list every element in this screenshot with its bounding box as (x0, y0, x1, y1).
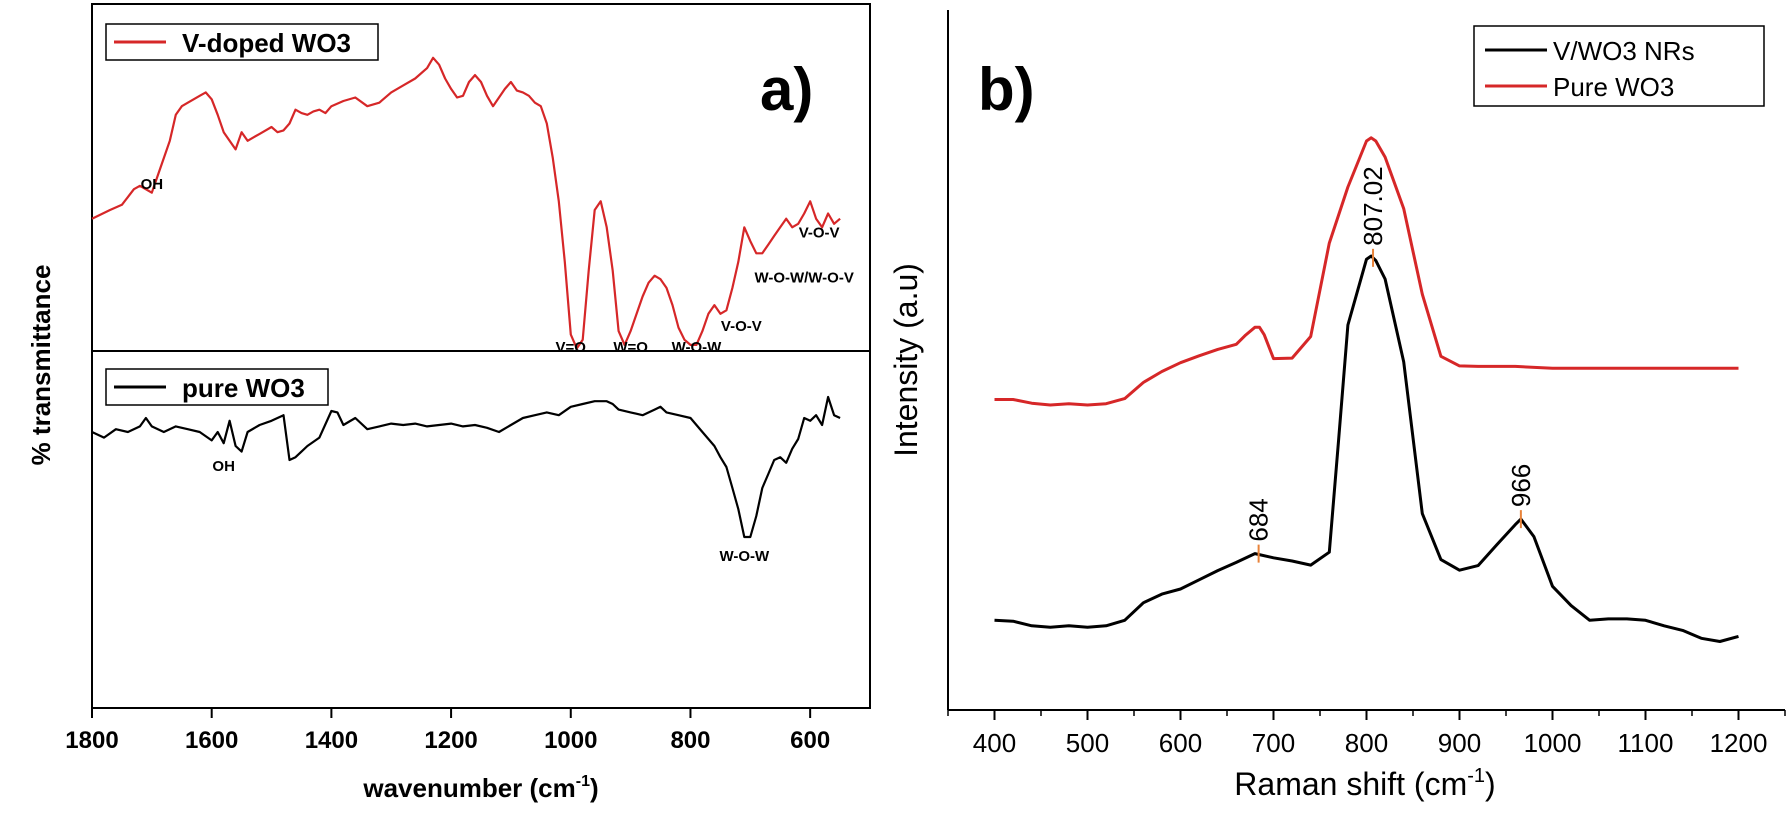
x-tick-label: 600 (1159, 728, 1202, 758)
series-line-top (91, 56, 841, 350)
panel-b-legend: V/WO3 NRs Pure WO3 (1473, 25, 1765, 107)
peak-annotation: V=O (556, 339, 587, 356)
series-line-bottom (91, 395, 841, 539)
panel-b-y-axis-label: Intensity (a.u) (888, 263, 924, 457)
peak-annotation: W=O (613, 339, 648, 356)
panel-b-peak-labels: 684 807.02 966 (1244, 166, 1536, 563)
panel-a-plot-frame (91, 3, 871, 709)
peak-annotation: V-O-V (799, 225, 840, 242)
panel-a-x-ticks: 1800 1600 1400 1200 1000 800 600 (65, 708, 830, 754)
peak-annotation: V-O-V (721, 318, 762, 335)
panel-a-legend-bottom: pure WO3 (105, 368, 329, 406)
x-tick-label: 700 (1252, 728, 1295, 758)
x-tick-label: 1000 (1524, 728, 1582, 758)
panel-b-chart: 400 500 600 700 800 900 1000 1100 1200 684 807.02… (888, 10, 1786, 802)
legend-label-pure-wo3: pure WO3 (182, 373, 305, 403)
series-line-1 (994, 136, 1739, 407)
panel-a-label: a) (760, 56, 813, 123)
x-tick-label: 1600 (185, 727, 238, 754)
peak-annotation: W-O-W (719, 548, 770, 565)
panel-a-x-axis-label: wavenumber (cm-1) (362, 773, 598, 803)
legend-label-pure-wo3: Pure WO3 (1553, 72, 1674, 102)
panel-b-plot-area (994, 136, 1739, 643)
x-tick-label: 1800 (65, 727, 118, 754)
x-tick-label: 1200 (424, 727, 477, 754)
x-tick-label: 800 (1345, 728, 1388, 758)
x-tick-label: 500 (1066, 728, 1109, 758)
peak-label: 684 (1244, 498, 1274, 541)
peak-annotation: W-O-W/W-O-V (754, 270, 853, 287)
x-tick-label: 1400 (305, 727, 358, 754)
x-tick-label: 400 (973, 728, 1016, 758)
peak-label: 966 (1506, 464, 1536, 507)
x-tick-label: 600 (790, 727, 830, 754)
legend-box (1473, 25, 1765, 107)
panel-a-chart: 1800 1600 1400 1200 1000 800 600 OH V=O W=O W-O-W… (26, 3, 871, 803)
panel-b-x-ticks: 400 500 600 700 800 900 1000 1100 1200 (947, 710, 1786, 758)
peak-label: 807.02 (1358, 166, 1388, 246)
peak-annotation: OH (212, 458, 235, 475)
legend-label-v-doped-wo3: V-doped WO3 (182, 28, 351, 58)
x-tick-label: 900 (1438, 728, 1481, 758)
panel-b-x-axis-label: Raman shift (cm-1) (1234, 765, 1495, 802)
panel-a-legend-top: V-doped WO3 (105, 23, 379, 61)
series-line-0 (994, 254, 1739, 643)
x-tick-label: 1200 (1710, 728, 1768, 758)
peak-annotation: W-O-W (672, 339, 723, 356)
x-tick-label: 800 (670, 727, 710, 754)
panel-b-label: b) (978, 56, 1035, 123)
x-tick-label: 1100 (1618, 728, 1674, 758)
peak-annotation: OH (141, 176, 164, 193)
legend-label-v-wo3-nrs: V/WO3 NRs (1553, 36, 1695, 66)
x-tick-label: 1000 (544, 727, 597, 754)
panel-a-plot-area: OH V=O W=O W-O-W V-O-V W-O-W/W-O-V V-O-V OH W-O-… (91, 56, 854, 565)
panel-a-y-axis-label: % transmittance (26, 265, 56, 466)
